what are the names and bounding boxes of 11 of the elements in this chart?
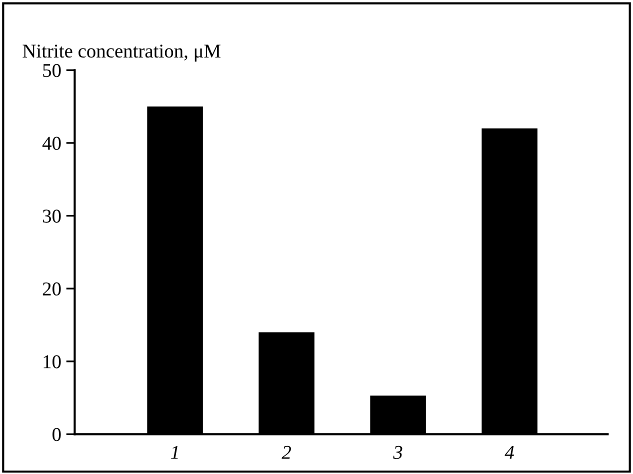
y-tick-label: 20 bbox=[42, 282, 61, 296]
y-axis-title: Nitrite concentration, μM bbox=[22, 44, 220, 62]
y-tick-label: 10 bbox=[44, 355, 61, 368]
x-tick-label: 4 bbox=[504, 446, 514, 459]
x-tick-label: 1 bbox=[170, 446, 178, 459]
x-tick-label: 2 bbox=[282, 446, 291, 459]
y-tick-label: 40 bbox=[42, 136, 61, 150]
y-tick-label: 0 bbox=[52, 428, 61, 442]
y-tick-label: 30 bbox=[42, 210, 61, 223]
x-tick-label: 3 bbox=[393, 446, 402, 459]
y-tick-label: 50 bbox=[43, 64, 61, 78]
